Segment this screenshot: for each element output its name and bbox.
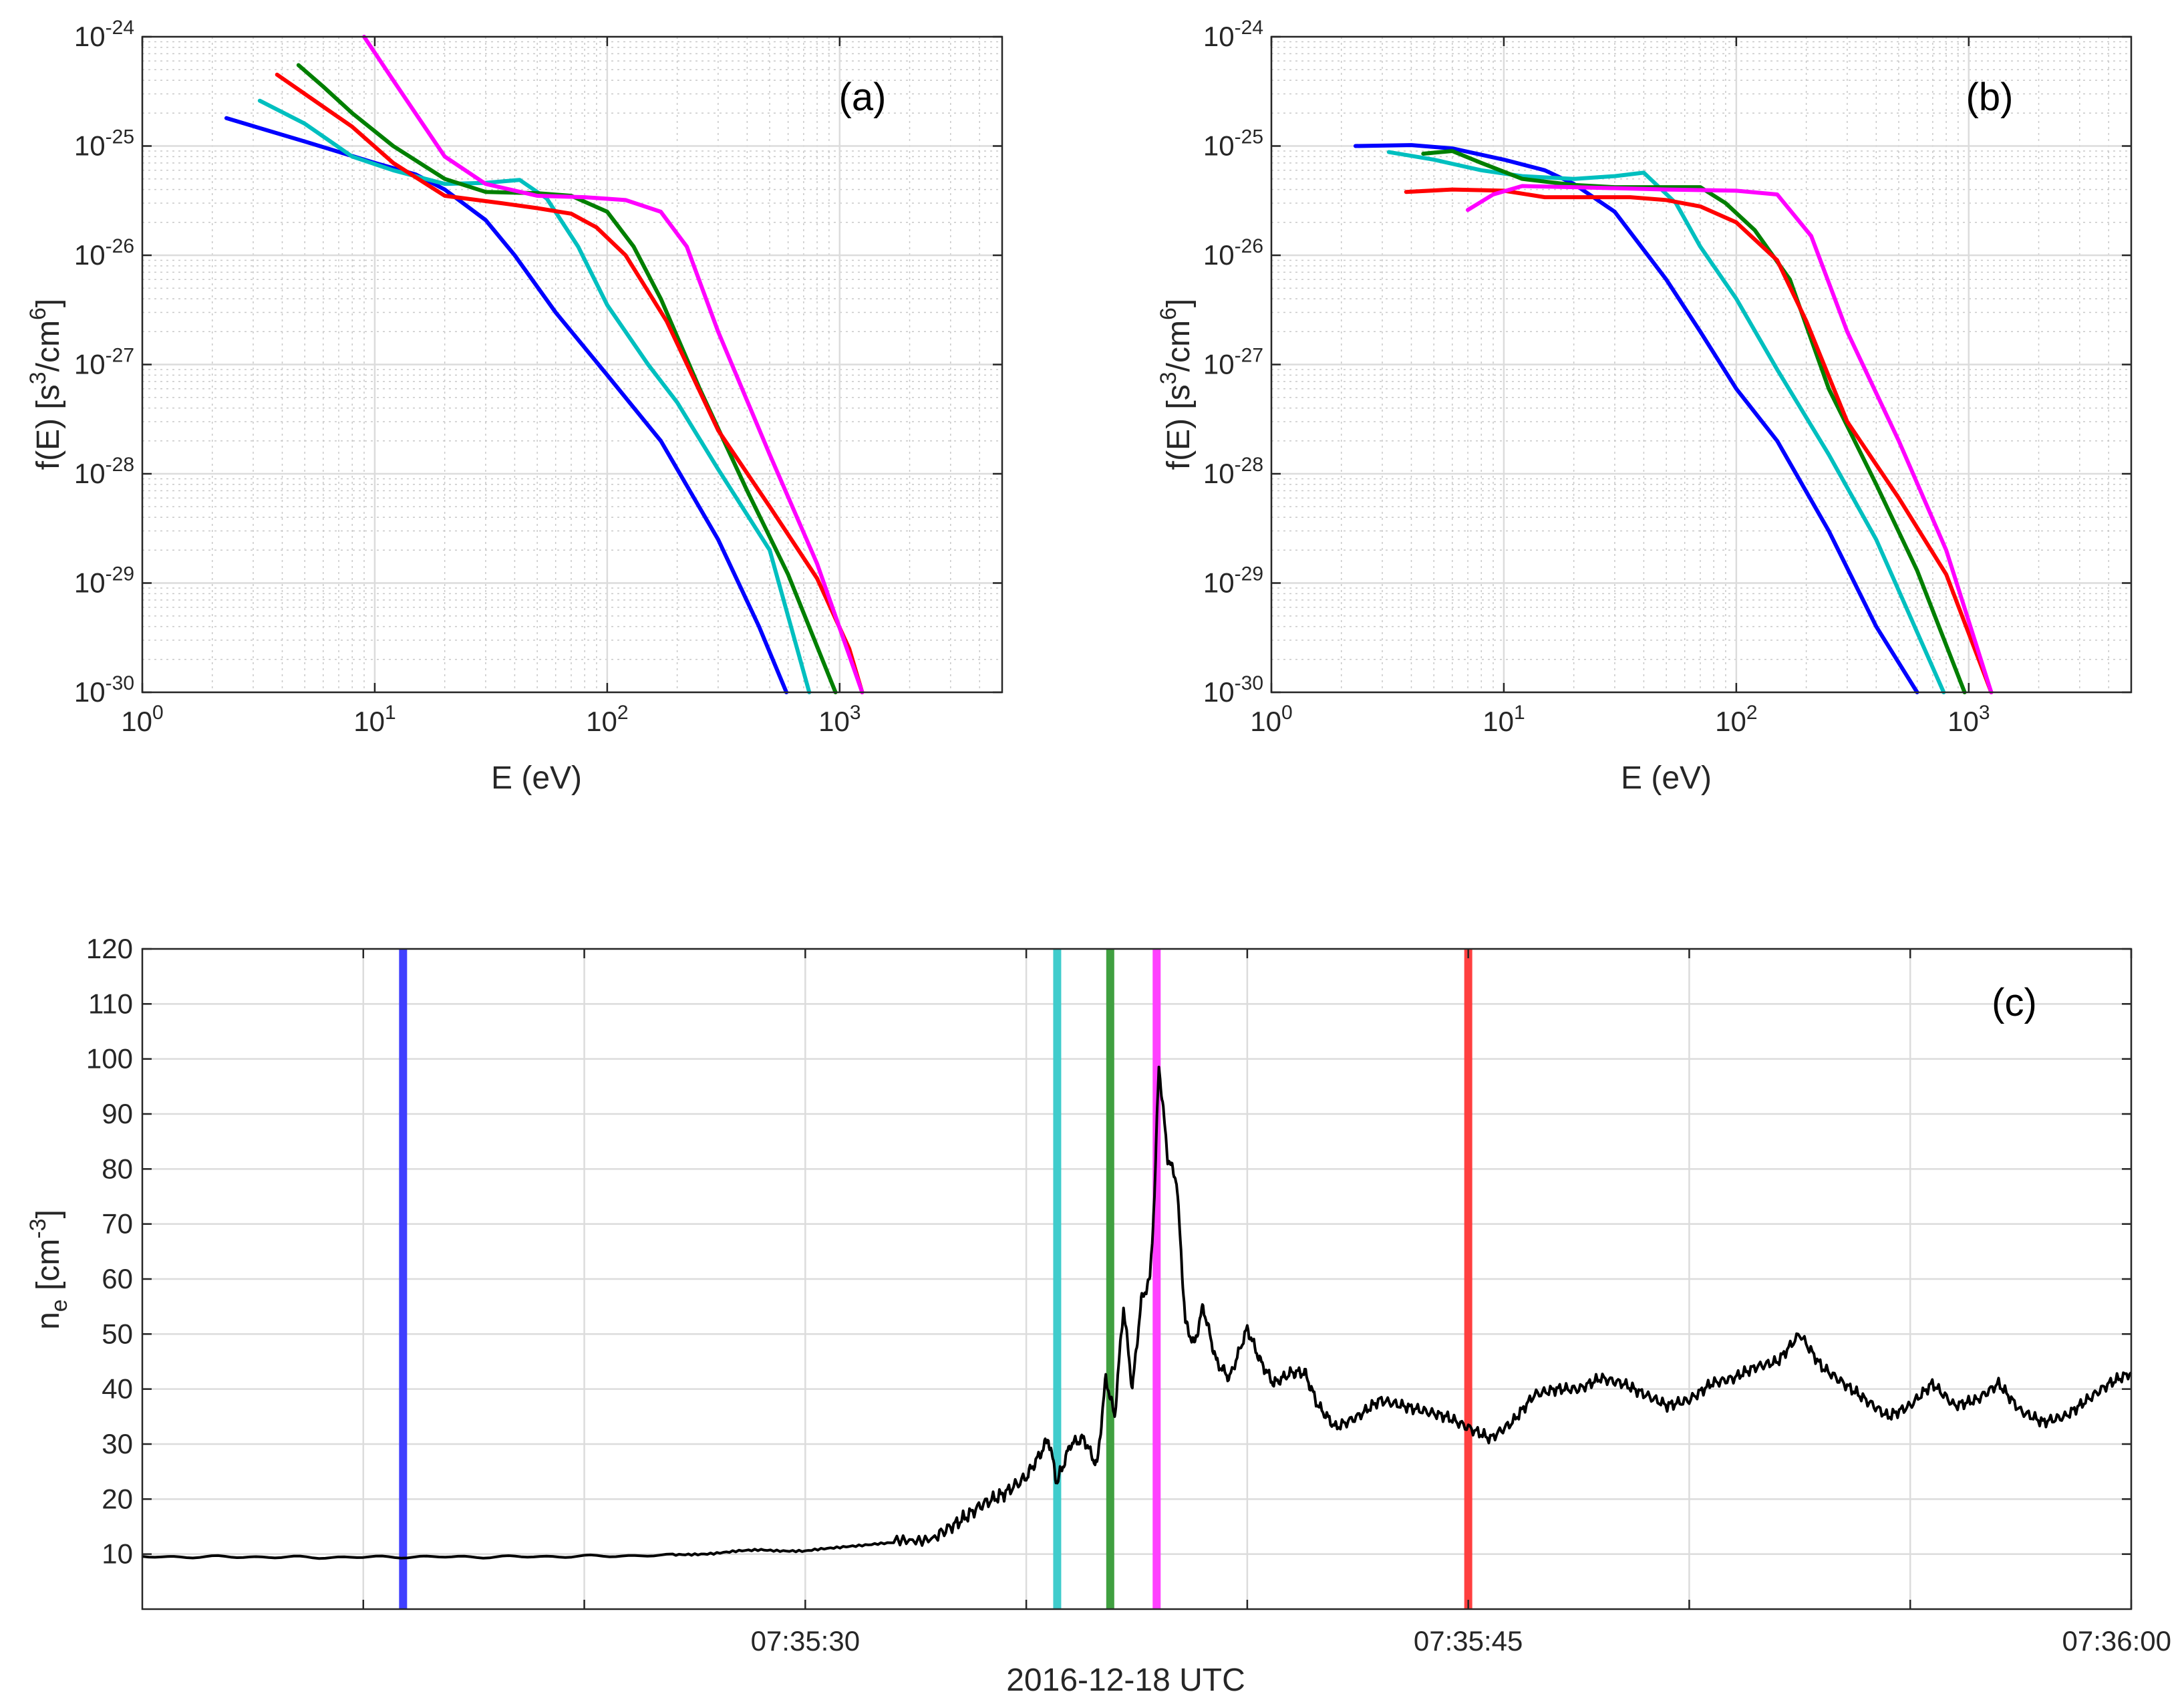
y-tick-label: 110: [88, 988, 133, 1019]
x-tick-label: 07:35:45: [1414, 1625, 1523, 1657]
y-tick-label: 10-30: [1203, 672, 1263, 708]
y-tick-label: 10-24: [74, 17, 134, 52]
x-axis-label: 2016-12-18 UTC: [1006, 1663, 1245, 1698]
y-tick-label: 30: [102, 1428, 133, 1459]
x-tick-label: 102: [586, 702, 628, 737]
x-tick-label: 103: [818, 702, 861, 737]
y-axis-label: f(E) [s3/cm6]: [25, 299, 66, 470]
x-tick-label: 101: [353, 702, 396, 737]
series-green-line: [1421, 149, 1967, 694]
series-cyan-line: [257, 98, 812, 694]
y-tick-label: 10-26: [1203, 235, 1263, 271]
y-tick-label: 20: [102, 1483, 133, 1514]
y-tick-label: 10-24: [1203, 17, 1263, 52]
x-tick-label: 100: [121, 702, 163, 737]
y-tick-label: 10-25: [74, 126, 134, 162]
y-tick-label: 10-27: [1203, 345, 1263, 380]
y-tick-label: 10: [102, 1538, 133, 1570]
axes-frame: [141, 35, 1003, 694]
y-tick-label: 10-29: [1203, 563, 1263, 599]
panel-label: (a): [839, 76, 887, 119]
y-tick-label: 10-28: [1203, 454, 1263, 489]
x-tick-label: 07:36:00: [2062, 1625, 2172, 1657]
panel-label: (c): [1992, 981, 2037, 1024]
y-tick-label: 10-25: [1203, 126, 1263, 162]
panel-b-spectrum: 100 101 102 103 10-30 10-29 10-28 10-27 10-26 10…: [1156, 17, 2133, 796]
y-tick-label: 10-27: [74, 345, 134, 380]
series-magenta-line: [362, 35, 865, 694]
panel-c-density: 07:35:30 07:35:45 07:36:00 10 20 30 40 50 60 70 8…: [25, 933, 2171, 1698]
y-tick-label: 60: [102, 1263, 133, 1294]
axes-frame: [141, 948, 2133, 1610]
y-tick-label: 10-30: [74, 672, 134, 708]
y-tick-label: 10-26: [74, 235, 134, 271]
x-axis-label: E (eV): [1621, 760, 1712, 796]
y-tick-label: 40: [102, 1373, 133, 1405]
y-tick-label: 70: [102, 1208, 133, 1240]
x-tick-label: 103: [1947, 702, 1990, 737]
series-blue-line: [1353, 143, 1919, 694]
panel-label: (b): [1966, 76, 2014, 119]
x-tick-label: 100: [1250, 702, 1292, 737]
series-red-line: [1404, 187, 1994, 694]
series-n_e-line: [142, 1065, 2133, 1560]
y-axis-label: ne [cm-3]: [25, 1210, 72, 1330]
series-magenta-line: [1466, 184, 1994, 694]
y-tick-label: 10-28: [74, 454, 134, 489]
y-tick-label: 120: [86, 933, 133, 964]
y-tick-label: 100: [86, 1043, 133, 1075]
y-tick-label: 10-29: [74, 563, 134, 599]
x-tick-label: 101: [1483, 702, 1525, 737]
y-tick-label: 80: [102, 1153, 133, 1184]
y-tick-label: 90: [102, 1098, 133, 1129]
x-axis-label: E (eV): [491, 760, 582, 796]
x-tick-label: 07:35:30: [751, 1625, 861, 1657]
y-axis-label: f(E) [s3/cm6]: [1156, 299, 1197, 470]
series-red-line: [275, 72, 865, 694]
axes-frame: [1270, 35, 2133, 694]
x-tick-label: 102: [1715, 702, 1757, 737]
panel-a-spectrum: 100 101 102 103 10-30 10-29 10-28 10-27 10-26 10…: [25, 17, 1003, 796]
y-tick-label: 50: [102, 1318, 133, 1349]
